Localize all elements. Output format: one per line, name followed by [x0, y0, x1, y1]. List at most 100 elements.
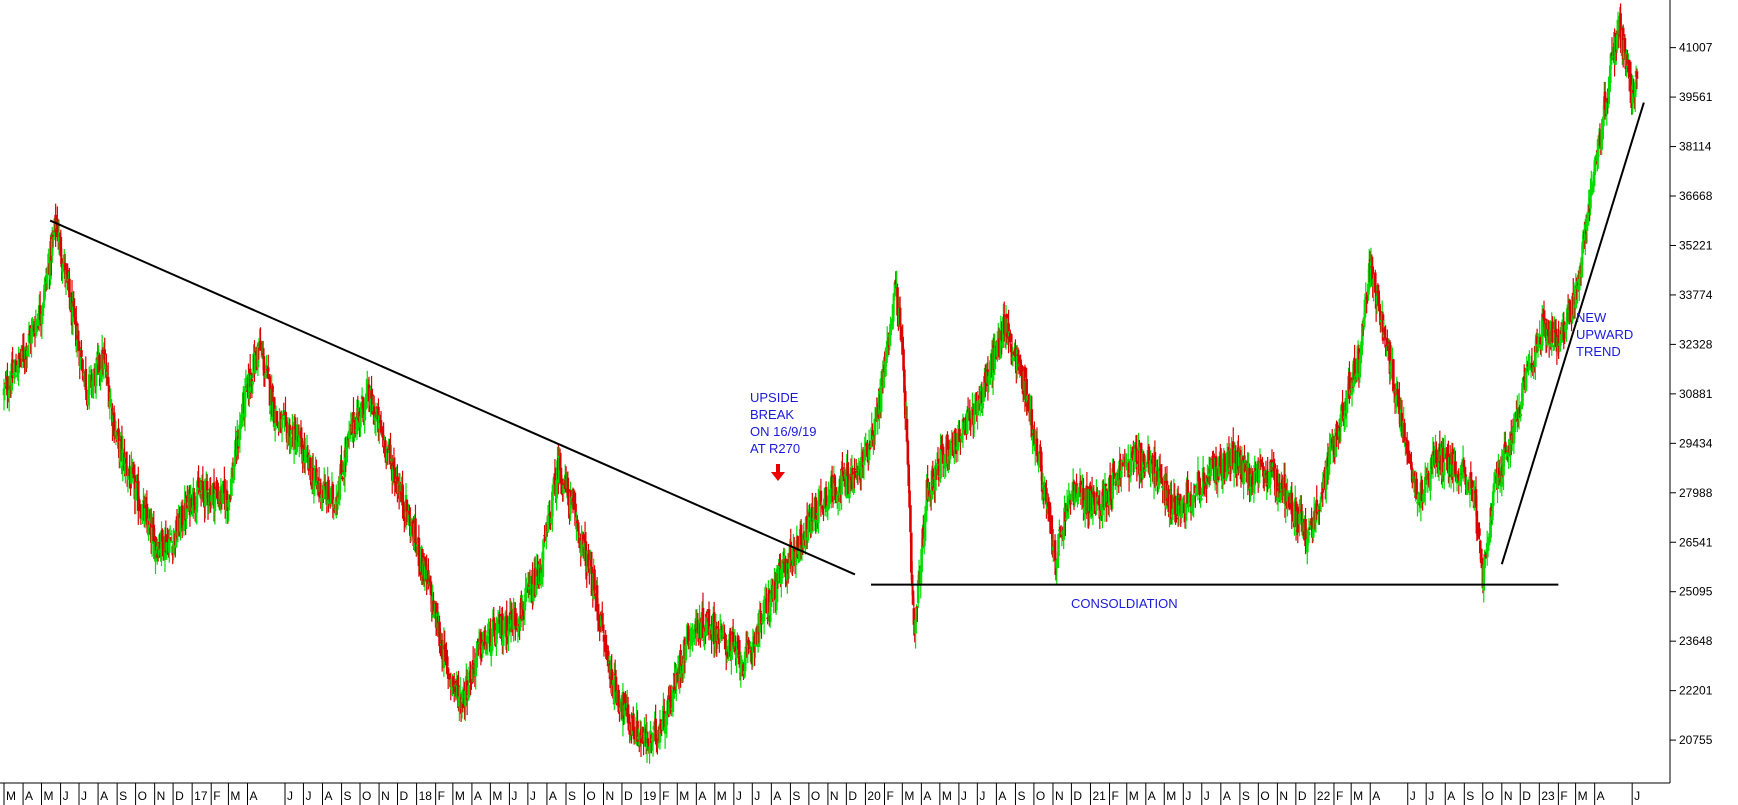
candle-body-132 [116, 431, 119, 440]
candle-body-1506 [1299, 510, 1302, 519]
candle-body-929 [802, 533, 805, 549]
candle-body-10 [11, 359, 14, 379]
candle-body-1813 [1563, 334, 1566, 337]
candle-body-1305 [1126, 464, 1129, 467]
candle-body-1167 [1007, 323, 1010, 339]
candle-body-721 [623, 704, 626, 716]
candle-body-589 [509, 614, 513, 628]
candle-body-1134 [978, 398, 982, 404]
candle-body-1279 [1103, 483, 1107, 508]
candle-body-46 [42, 302, 45, 308]
candle-body-398 [345, 446, 348, 462]
candle-body-1189 [1026, 395, 1029, 403]
candle-body-1270 [1095, 491, 1099, 498]
candle-body-792 [684, 645, 688, 661]
candle-body-1124 [970, 410, 973, 419]
candle-body-1482 [1278, 482, 1282, 498]
candle-body-1781 [1535, 336, 1539, 345]
candle-body-1146 [989, 360, 992, 377]
candle-body-1131 [976, 400, 979, 416]
candle-body-1284 [1107, 477, 1111, 506]
candle-body-1385 [1194, 487, 1198, 496]
candle-body-1172 [1011, 356, 1015, 361]
candle-body-292 [254, 352, 257, 374]
candle-body-383 [332, 504, 335, 509]
x-tick-label-9: D [175, 789, 184, 803]
candle-body-1053 [909, 505, 912, 533]
candle-body-256 [223, 480, 226, 494]
candle-body-130 [114, 430, 118, 438]
candle-body-1462 [1261, 462, 1264, 465]
candle-body-168 [147, 518, 150, 536]
candle-body-556 [481, 643, 484, 654]
candle-body-1194 [1030, 409, 1034, 438]
candle-body-675 [583, 536, 587, 543]
candle-body-1265 [1091, 494, 1095, 514]
candle-body-1703 [1468, 476, 1472, 495]
candle-body-1065 [919, 567, 923, 585]
candle-body-1190 [1027, 400, 1030, 411]
candle-body-1195 [1031, 436, 1034, 440]
candle-body-998 [861, 451, 865, 468]
candle-body-221 [192, 492, 196, 506]
candle-body-107 [94, 364, 98, 387]
candle-body-1649 [1422, 493, 1425, 503]
candle-body-1675 [1444, 451, 1448, 454]
candle-body-193 [168, 533, 172, 535]
candle-body-1839 [1585, 218, 1589, 232]
candle-body-782 [675, 673, 679, 675]
candle-body-1140 [984, 372, 987, 383]
candle-body-48 [44, 277, 47, 290]
candle-body-1848 [1593, 160, 1597, 176]
candle-body-176 [154, 542, 157, 562]
candle-body-396 [343, 450, 347, 478]
candle-body-566 [489, 646, 493, 657]
candle-body-716 [619, 707, 622, 712]
candle-body-786 [679, 650, 682, 675]
candle-body-1203 [1038, 451, 1041, 466]
candle-body-260 [226, 504, 230, 512]
candle-body-1600 [1380, 319, 1383, 322]
candle-body-887 [766, 617, 769, 620]
candle-body-1403 [1210, 458, 1214, 466]
candle-body-1052 [908, 490, 911, 508]
candle-body-17 [17, 355, 20, 373]
candle-body-1777 [1532, 365, 1535, 373]
candle-body-944 [815, 518, 818, 522]
candle-body-1094 [944, 455, 948, 468]
candle-body-1373 [1184, 502, 1188, 514]
candle-body-1800 [1552, 345, 1555, 348]
candle-body-453 [392, 461, 396, 470]
candle-body-1810 [1560, 325, 1564, 339]
candle-body-1540 [1328, 446, 1331, 465]
candle-body-1062 [916, 580, 920, 604]
candle-body-1344 [1159, 468, 1163, 478]
candle-body-1375 [1186, 479, 1189, 504]
candle-body-1715 [1478, 540, 1482, 554]
candle-body-714 [617, 689, 620, 707]
candle-body-679 [587, 554, 590, 567]
candle-body-846 [730, 635, 734, 650]
candle-body-1576 [1359, 355, 1362, 363]
candle-body-246 [214, 488, 218, 494]
candle-body-1299 [1120, 465, 1124, 467]
candle-body-836 [722, 632, 725, 635]
candle-body-1723 [1485, 542, 1489, 554]
candle-body-95 [84, 369, 88, 391]
candle-body-0 [2, 388, 6, 396]
candle-body-1003 [866, 443, 869, 457]
candle-body-1237 [1067, 495, 1071, 509]
x-tick-label-58: F [1112, 789, 1119, 803]
candle-body-822 [710, 629, 713, 640]
x-tick-label-61: M [1166, 789, 1176, 803]
candle-body-1027 [886, 333, 890, 336]
candle-body-1842 [1588, 205, 1591, 213]
candle-body-1480 [1276, 491, 1280, 503]
candle-body-410 [355, 412, 359, 435]
candle-body-1580 [1362, 317, 1366, 326]
candle-body-1696 [1462, 460, 1466, 468]
candle-body-940 [811, 518, 815, 520]
x-tick-label-84: J [1634, 789, 1640, 803]
y-tick-label-3: 36668 [1679, 189, 1713, 203]
x-tick-label-76: S [1466, 789, 1474, 803]
